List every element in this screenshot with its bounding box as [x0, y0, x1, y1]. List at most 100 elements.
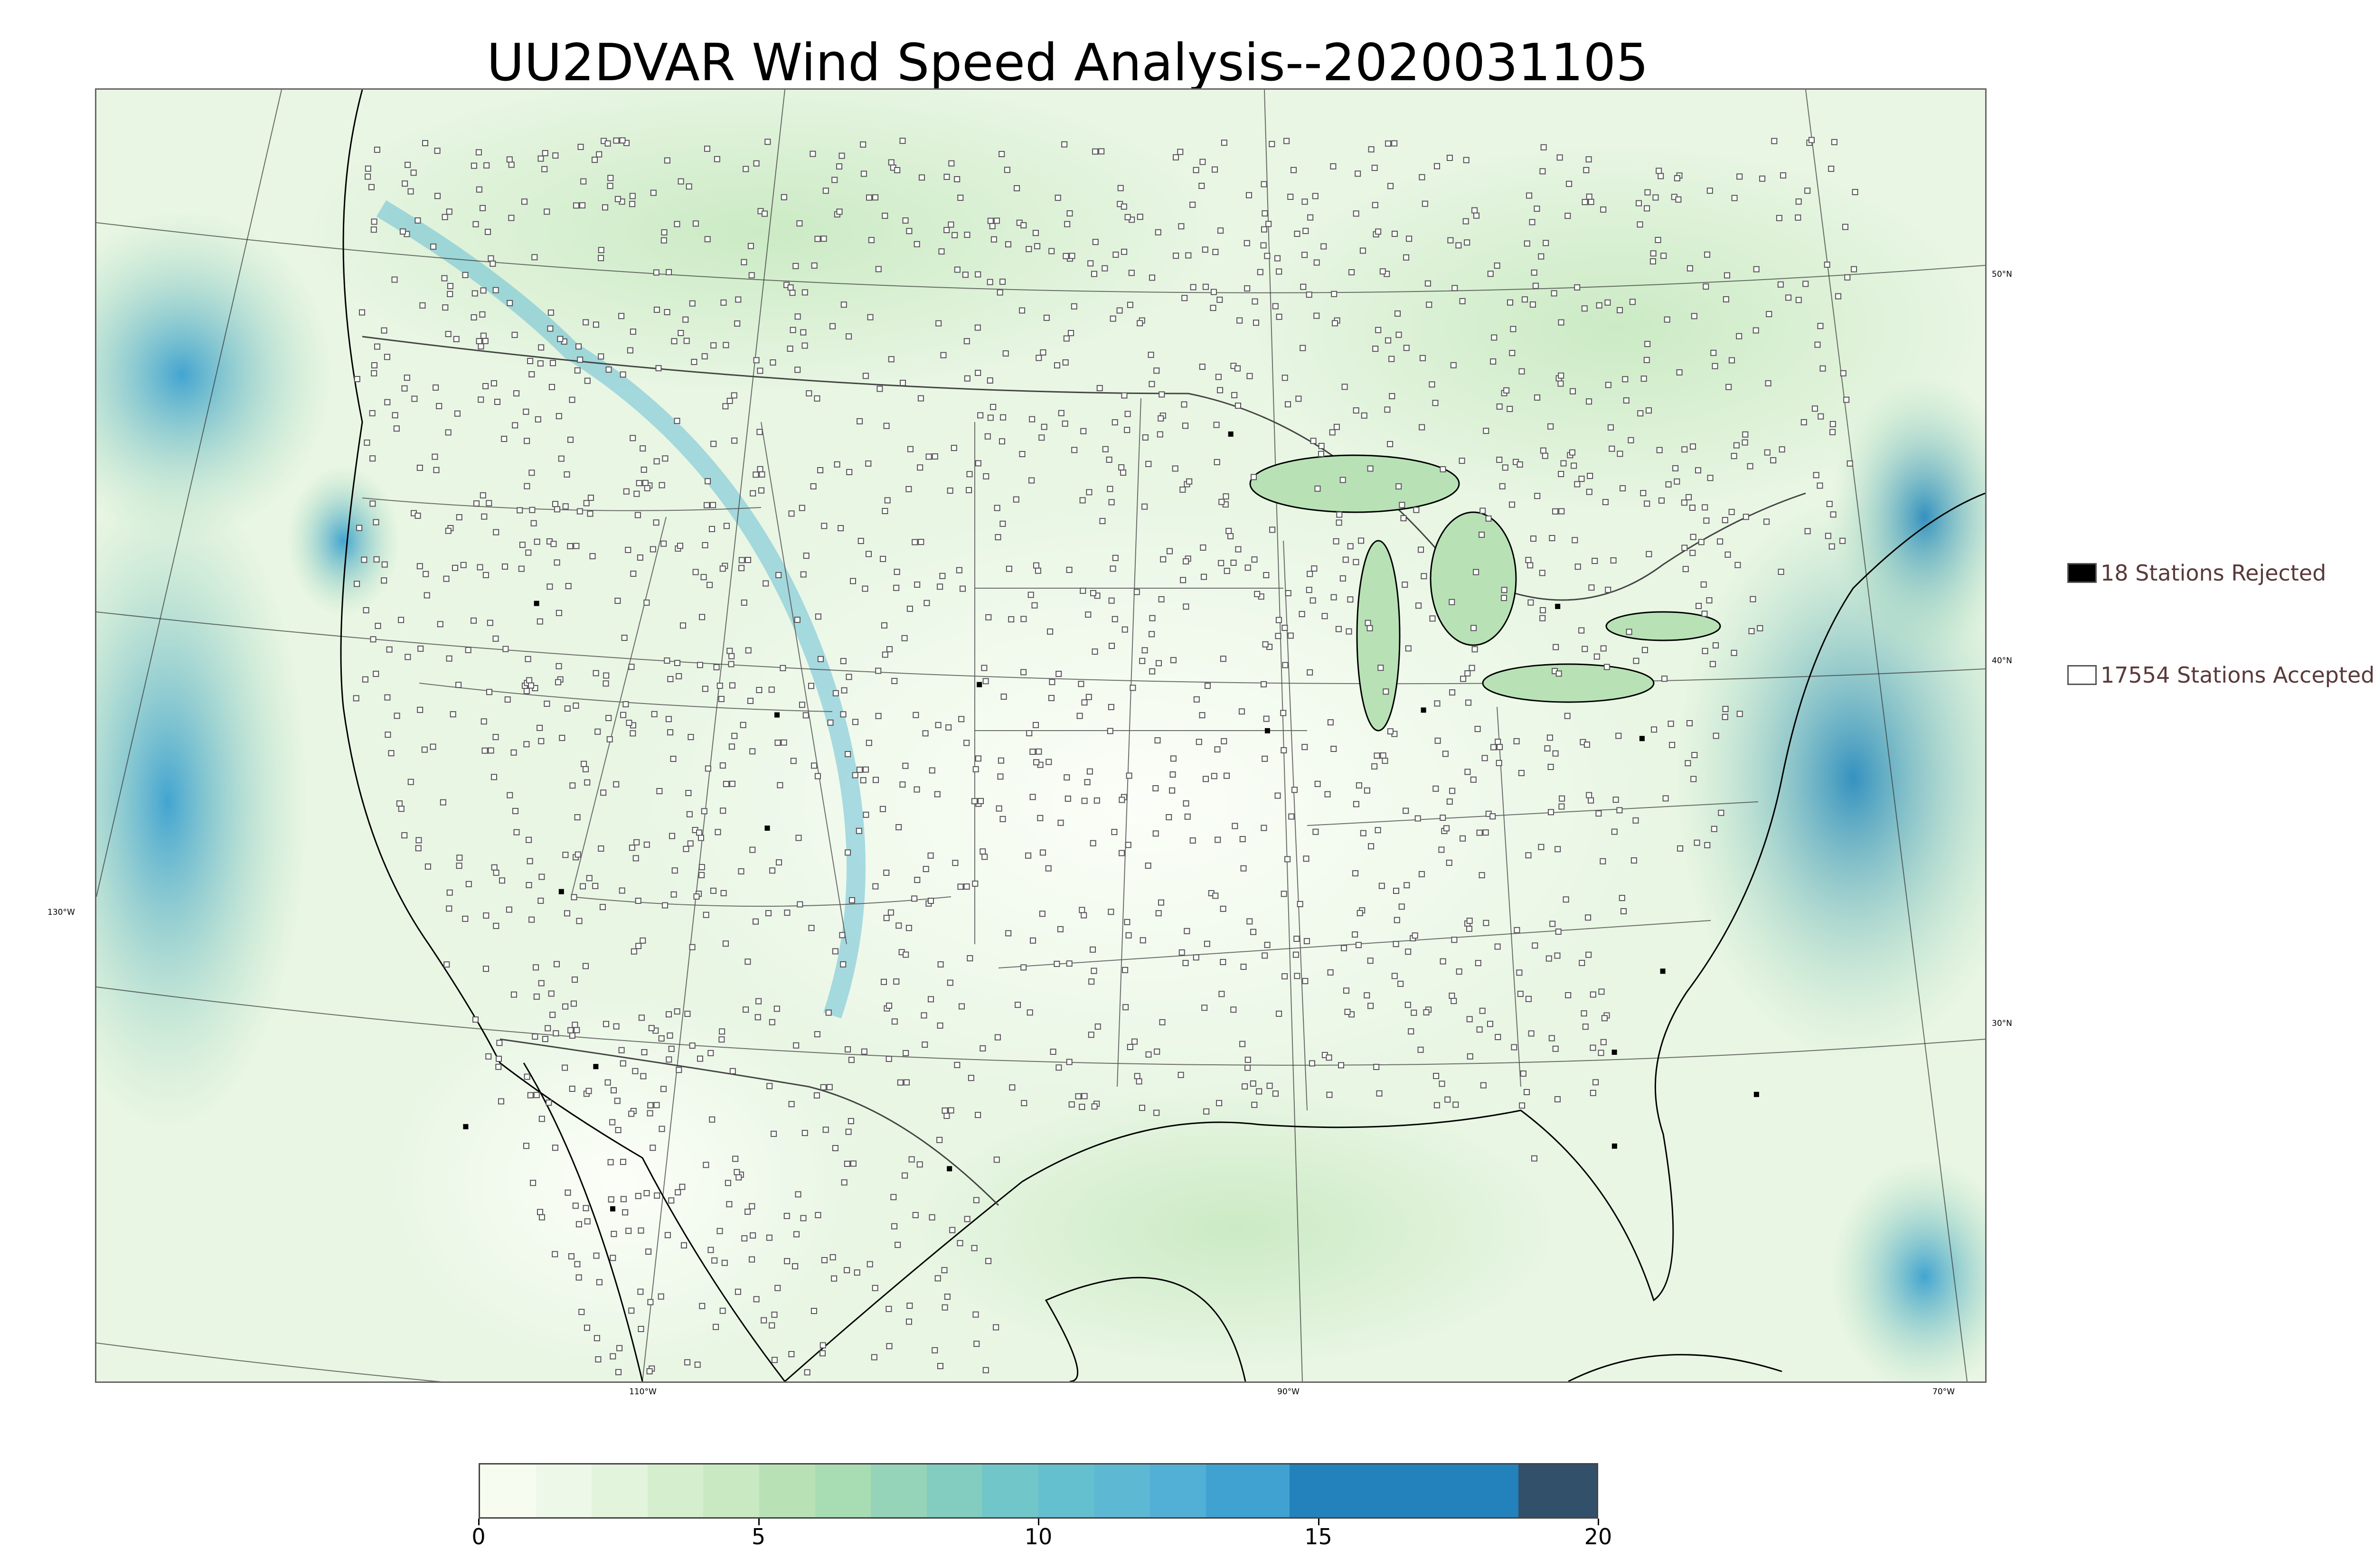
station-marker: [1471, 646, 1478, 653]
legend-accepted-label: 17554 Stations Accepted: [2101, 662, 2374, 688]
station-marker: [939, 573, 946, 579]
station-marker: [723, 342, 729, 348]
station-marker: [743, 166, 749, 172]
station-marker: [1020, 222, 1027, 229]
station-marker: [392, 412, 398, 419]
station-marker: [1071, 303, 1077, 310]
station-marker: [537, 1209, 543, 1215]
station-marker: [1438, 846, 1445, 853]
station-marker: [1559, 795, 1565, 802]
station-marker: [729, 780, 735, 787]
station-marker: [1601, 1015, 1608, 1022]
station-marker: [895, 1241, 901, 1248]
station-marker: [1231, 392, 1238, 398]
station-marker: [1250, 929, 1257, 935]
station-marker: [398, 806, 405, 812]
station-marker: [1778, 569, 1784, 575]
station-marker: [1764, 449, 1771, 456]
station-marker: [1382, 758, 1388, 764]
station-marker: [1128, 270, 1135, 276]
station-marker: [1391, 140, 1398, 147]
station-marker: [1449, 993, 1455, 999]
station-marker: [1667, 721, 1674, 727]
station-marker: [1066, 960, 1073, 967]
station-marker: [598, 255, 604, 262]
wind-speed-map[interactable]: [96, 90, 1985, 1381]
station-marker: [1485, 515, 1492, 522]
station-marker: [1269, 526, 1276, 533]
station-marker: [1598, 988, 1605, 995]
station-marker: [846, 469, 853, 475]
station-marker: [486, 689, 492, 695]
station-marker: [487, 620, 493, 626]
station-marker: [1371, 763, 1378, 770]
station-marker: [1582, 1023, 1589, 1030]
station-marker: [493, 869, 499, 876]
station-marker: [1309, 597, 1316, 604]
station-marker: [1731, 195, 1738, 201]
station-marker: [1221, 140, 1227, 146]
station-marker: [718, 1036, 725, 1043]
station-marker: [849, 897, 855, 903]
station-marker: [1310, 438, 1317, 444]
station-marker: [1532, 942, 1538, 949]
station-marker: [705, 478, 711, 485]
station-marker: [436, 403, 443, 409]
station-marker: [1590, 1044, 1596, 1051]
station-marker: [700, 574, 707, 581]
station-marker: [501, 436, 508, 442]
station-marker: [584, 377, 591, 384]
station-marker: [1677, 845, 1684, 852]
station-marker: [446, 905, 452, 912]
station-marker: [1327, 719, 1334, 726]
station-marker: [1321, 613, 1328, 620]
rejected-station-marker: [463, 1124, 469, 1129]
station-marker: [960, 585, 966, 592]
station-marker: [1261, 181, 1267, 188]
station-marker: [1681, 545, 1688, 551]
station-marker: [1819, 365, 1826, 372]
station-marker: [1586, 488, 1592, 495]
station-marker: [696, 829, 703, 836]
station-marker: [1646, 407, 1652, 414]
station-marker: [796, 220, 803, 227]
station-marker: [1127, 1044, 1133, 1050]
station-marker: [552, 1251, 558, 1258]
station-marker: [1112, 252, 1119, 258]
station-marker: [1637, 221, 1643, 228]
station-marker: [728, 743, 735, 750]
station-marker: [643, 599, 650, 606]
station-marker: [1324, 791, 1331, 798]
station-marker: [685, 790, 692, 796]
station-marker: [407, 779, 414, 785]
station-marker: [850, 578, 856, 584]
station-marker: [966, 487, 972, 493]
station-marker: [966, 471, 973, 478]
station-marker: [1091, 967, 1097, 974]
station-marker: [1540, 447, 1546, 454]
station-marker: [577, 357, 584, 363]
station-marker: [650, 1145, 656, 1151]
station-marker: [381, 327, 387, 334]
station-marker: [603, 1021, 609, 1027]
station-marker: [1220, 656, 1226, 662]
station-marker: [688, 734, 694, 741]
station-marker: [1367, 958, 1374, 964]
station-marker: [1800, 419, 1807, 425]
station-marker: [694, 1361, 701, 1368]
map-panel[interactable]: [95, 88, 1987, 1383]
station-marker: [1531, 269, 1537, 276]
station-marker: [606, 736, 613, 742]
station-marker: [749, 1203, 755, 1210]
station-marker: [1644, 189, 1651, 196]
station-marker: [1344, 1009, 1351, 1015]
station-marker: [942, 1107, 948, 1114]
station-marker: [452, 564, 458, 571]
station-marker: [1026, 730, 1033, 736]
station-marker: [482, 338, 489, 344]
station-marker: [583, 963, 589, 969]
station-marker: [1630, 857, 1637, 864]
station-marker: [1234, 365, 1241, 372]
station-marker: [723, 523, 730, 529]
station-marker: [922, 1042, 928, 1048]
